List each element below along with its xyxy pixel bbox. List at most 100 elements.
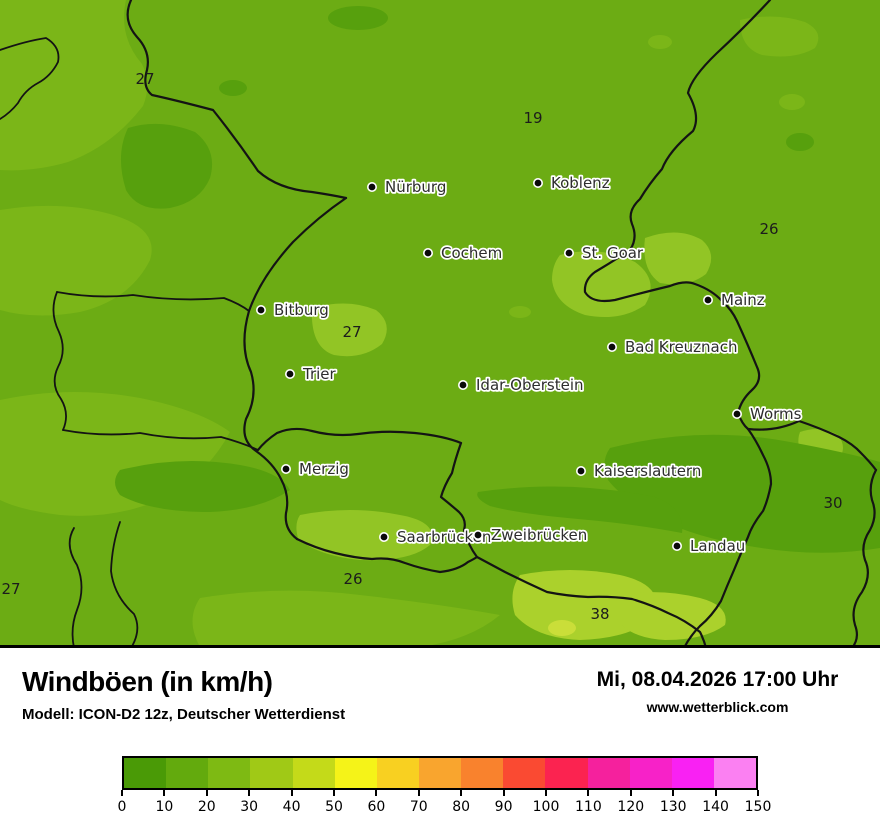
colorbar-tick [205,790,208,796]
terrain-dark-regions [115,6,880,553]
colorbar-tick [629,790,632,796]
colorbar-tick-label: 50 [325,799,343,815]
border-france-left-1 [68,527,83,648]
city-marker: Bitburg [255,299,330,321]
city-label: Idar-Oberstein [476,376,584,394]
colorbar-segment [545,758,588,788]
wind-value-label: 30 [823,494,842,512]
city-dot [255,304,266,315]
colorbar-ticks [121,790,759,797]
city-marker: Saarbrücken [378,526,493,548]
city-label: Bad Kreuznach [625,338,738,356]
colorbar-segment [461,758,504,788]
border-right-edge [850,468,878,648]
city-marker: Mainz [702,289,767,311]
colorbar-tick-label: 130 [659,799,687,815]
colorbar-tick-label: 100 [532,799,560,815]
colorbar-tick [375,790,378,796]
datetime-block: Mi, 08.04.2026 17:00 Uhr www.wetterblick… [555,648,880,715]
colorbar-segment [629,758,672,788]
border-west-luxembourg [243,196,348,541]
border-lux-south [62,429,259,451]
city-dot [532,178,543,189]
wind-value-label: 38 [590,605,609,623]
colorbar-tick [587,790,590,796]
city-marker: Landau [671,535,747,557]
colorbar-tick [163,790,166,796]
colorbar-tick [460,790,463,796]
colorbar-segment [713,758,757,788]
colorbar-tick-label: 150 [744,799,772,815]
map-datetime: Mi, 08.04.2026 17:00 Uhr [596,668,839,691]
city-dot [422,248,433,259]
wind-value-label: 27 [342,323,361,341]
city-marker: Bad Kreuznach [606,336,739,358]
colorbar-segment [292,758,335,788]
website-url: www.wetterblick.com [646,699,789,715]
city-marker: Zweibrücken [472,524,589,546]
border-belgium-top [0,37,60,120]
colorbar-segment [418,758,462,788]
city-label: Worms [750,405,802,423]
city-dot [378,531,389,542]
border-east-branch [746,419,878,472]
border-saarland-east [439,441,479,559]
state-borders [0,0,878,648]
colorbar-segment [250,758,293,788]
colorbar-tick [502,790,505,796]
colorbar-segment [334,758,377,788]
city-label: Cochem [441,244,502,262]
colorbar-tick-label: 30 [240,799,259,815]
city-dot [731,408,742,419]
city-dot [457,379,468,390]
colorbar-labels: 0 10 20 30 40 50 60 70 80 90 100 110 120 130 140 150 [118,799,772,819]
map-title: Windböen (in km/h) [22,666,273,697]
border-france-south [295,537,708,648]
border-lux-west [52,291,67,431]
city-marker: Trier [284,363,338,385]
city-marker: Koblenz [532,172,611,194]
colorbar-tick [248,790,251,796]
colorbar-tick [333,790,335,796]
city-dot [280,463,291,474]
city-label: Saarbrücken [397,528,491,546]
colorbar-segment [166,758,209,788]
city-marker: Worms [731,403,803,425]
colorbar-tick-label: 70 [409,799,428,815]
city-label: Kaiserslautern [594,462,701,480]
city-label: Zweibrücken [491,526,587,544]
wind-value-label: 19 [523,109,542,127]
colorbar-tick-label: 0 [117,799,127,815]
colorbar-tick-label: 10 [155,799,174,815]
colorbar-tick-label: 140 [702,799,729,815]
city-dot [366,182,377,193]
city-marker: Idar-Oberstein [457,374,585,396]
city-marker: Kaiserslautern [575,460,703,482]
city-marker: Merzig [280,458,351,480]
colorbar-segment [503,758,546,788]
colorbar-tick [417,790,420,796]
city-label: Nürburg [385,178,446,196]
colorbar-tick-label: 80 [452,799,471,815]
colorbar-segment [208,758,251,788]
city-label: Bitburg [274,301,329,319]
wind-value-label: 26 [759,220,778,238]
city-dot [284,368,295,379]
city-label: Koblenz [551,174,610,192]
city-marker: Cochem [422,242,504,264]
city-label: Merzig [299,460,349,478]
border-saarland-north [256,427,463,452]
colorbar-tick-label: 90 [494,799,513,815]
terrain-yellowgreen-regions [512,570,726,640]
colorbar-tick-label: 60 [367,799,386,815]
city-marker: Nürburg [366,176,448,198]
wind-value-label: 26 [343,570,362,588]
footer-panel: Windböen (in km/h) Modell: ICON-D2 12z, … [0,648,880,830]
colorbar-tick-label: 120 [617,799,645,815]
city-dot [606,341,617,352]
colorbar-tick [757,790,759,796]
terrain-light-regions [0,0,819,647]
wind-value-layer: 27 19 26 27 30 27 26 38 [1,70,842,623]
border-france-left-2 [110,521,139,648]
city-dot [575,465,586,476]
